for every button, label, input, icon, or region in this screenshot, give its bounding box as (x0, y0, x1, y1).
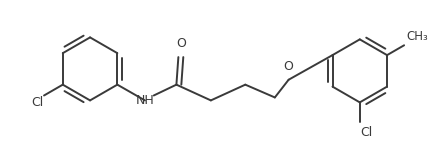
Text: CH₃: CH₃ (406, 30, 428, 43)
Text: O: O (176, 37, 186, 50)
Text: NH: NH (136, 94, 154, 107)
Text: Cl: Cl (360, 126, 372, 139)
Text: Cl: Cl (31, 96, 43, 109)
Text: O: O (284, 60, 293, 73)
